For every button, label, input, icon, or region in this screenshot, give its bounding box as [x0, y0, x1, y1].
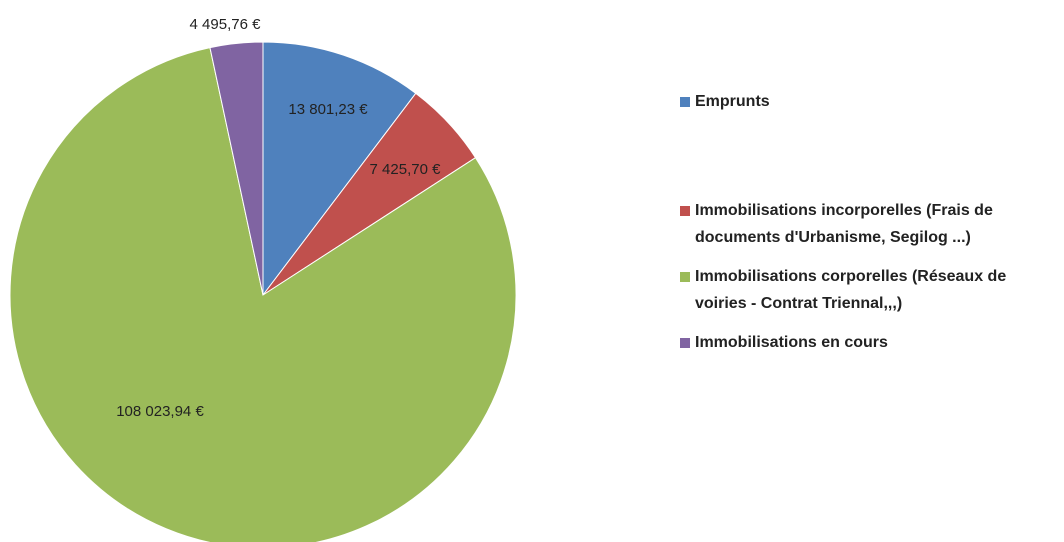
pie-slice [9, 47, 517, 542]
legend-label: Immobilisations corporelles (Réseaux de … [695, 268, 1007, 312]
data-label: 4 495,76 € [190, 16, 262, 33]
data-label: 13 801,23 € [288, 101, 368, 118]
legend-swatch [680, 272, 690, 282]
legend-item: Immobilisations corporelles (Réseaux de … [680, 263, 1060, 317]
pie-slice [209, 41, 264, 296]
legend-item: Emprunts [680, 88, 1060, 115]
data-label: 7 425,70 € [370, 161, 442, 178]
legend-label: Immobilisations en cours [695, 334, 888, 351]
legend-item: Immobilisations incorporelles (Frais de … [680, 197, 1060, 251]
legend-swatch [680, 338, 690, 348]
data-label: 108 023,94 € [116, 403, 204, 420]
legend-swatch [680, 206, 690, 216]
legend-label: Immobilisations incorporelles (Frais de … [695, 202, 993, 246]
legend: Emprunts Immobilisations incorporelles (F… [680, 88, 1060, 356]
legend-item: Immobilisations en cours [680, 329, 1060, 356]
legend-label: Emprunts [695, 93, 770, 110]
legend-swatch [680, 97, 690, 107]
pie-slice [262, 41, 417, 297]
